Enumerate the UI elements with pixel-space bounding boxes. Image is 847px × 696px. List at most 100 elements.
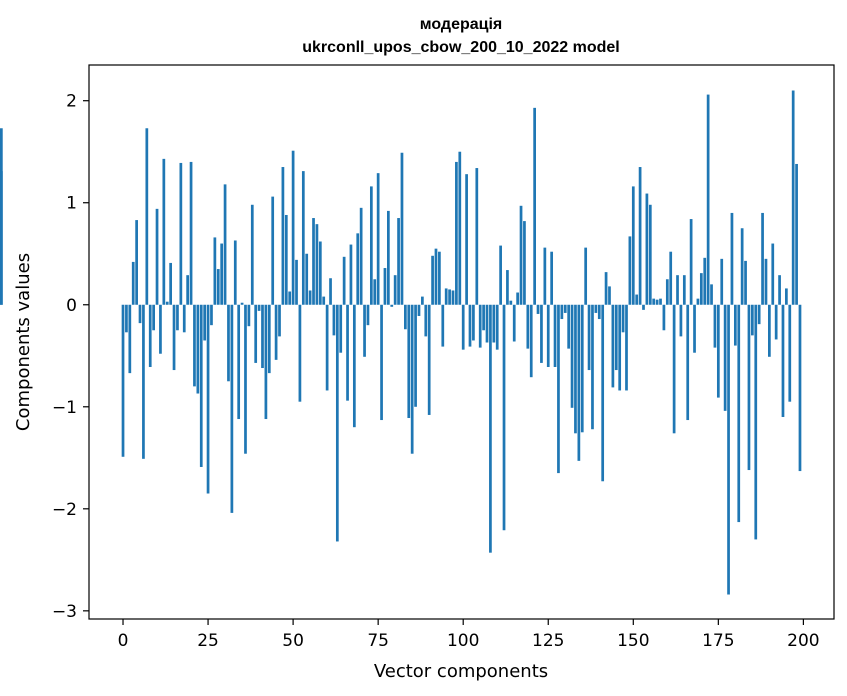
bar — [682, 275, 686, 305]
bar — [325, 304, 329, 391]
bar — [791, 90, 795, 305]
bar — [427, 304, 431, 415]
bar — [318, 241, 322, 305]
x-tick-label: 150 — [617, 631, 649, 651]
bar — [706, 94, 710, 305]
bar — [448, 289, 451, 305]
bar — [230, 304, 234, 513]
bar — [244, 304, 247, 454]
bar — [686, 304, 690, 421]
bar — [597, 304, 601, 320]
plot-frame — [88, 64, 835, 620]
bar — [315, 224, 319, 305]
bar — [536, 304, 540, 314]
bar — [135, 220, 138, 305]
bar-series — [0, 90, 802, 595]
bar — [356, 233, 360, 305]
bar — [648, 204, 652, 305]
bar — [458, 151, 462, 305]
bar — [359, 207, 363, 305]
bar — [662, 304, 666, 331]
bar — [346, 304, 349, 401]
x-tick-label: 25 — [197, 631, 219, 651]
bar — [397, 218, 400, 305]
bar — [526, 304, 530, 349]
bar — [414, 304, 417, 407]
bar — [267, 304, 271, 374]
bar — [485, 304, 489, 343]
y-tick-label: 1 — [66, 194, 77, 214]
bar — [723, 304, 727, 411]
bar — [189, 161, 193, 305]
bar — [502, 304, 506, 531]
bar — [349, 244, 353, 305]
bar — [199, 304, 203, 467]
bar — [121, 304, 125, 457]
bar — [264, 304, 268, 420]
bar — [322, 296, 326, 305]
bar — [740, 228, 744, 305]
bar — [757, 304, 761, 325]
bar — [798, 304, 802, 472]
chart-title-line-2: ukrconll_upos_cbow_200_10_2022 model — [302, 39, 619, 56]
bar — [764, 258, 768, 305]
bar — [795, 163, 798, 305]
bar — [278, 304, 281, 337]
bar — [625, 304, 628, 391]
bar — [560, 304, 564, 320]
bar — [142, 304, 145, 459]
bar — [665, 279, 669, 305]
bar — [557, 304, 560, 474]
bar — [240, 302, 244, 305]
y-tick-label: 0 — [66, 296, 77, 316]
bar — [203, 304, 207, 341]
bar — [781, 304, 785, 417]
bar — [778, 275, 781, 305]
bar — [131, 261, 135, 305]
bar — [390, 304, 394, 307]
bar — [220, 243, 224, 305]
bar — [580, 304, 584, 433]
bar — [642, 304, 645, 310]
bar — [223, 184, 227, 305]
bar — [529, 304, 533, 378]
bar — [176, 304, 179, 331]
bar — [152, 304, 155, 331]
bar — [652, 298, 656, 305]
bar — [0, 128, 3, 305]
bar — [186, 275, 190, 305]
bar — [128, 304, 132, 374]
bar — [247, 304, 251, 327]
bar — [274, 304, 278, 360]
bar — [699, 273, 703, 305]
y-tick-label: −3 — [52, 602, 77, 622]
bar — [628, 236, 632, 305]
bar — [489, 304, 492, 553]
bar — [461, 304, 465, 350]
bar — [750, 304, 754, 336]
bar — [404, 304, 407, 330]
bar — [182, 304, 186, 333]
bar — [339, 304, 343, 353]
bar — [125, 304, 128, 333]
bar — [710, 284, 713, 305]
x-tick-label: 175 — [702, 631, 734, 651]
bar — [727, 304, 730, 595]
bar — [155, 208, 159, 305]
bar — [550, 251, 554, 305]
bar — [451, 290, 455, 305]
bar — [216, 269, 220, 305]
bar — [301, 171, 305, 305]
bar — [424, 304, 428, 337]
bar — [172, 304, 176, 371]
x-tick-label: 125 — [532, 631, 564, 651]
x-tick-label: 100 — [447, 631, 479, 651]
bar — [271, 196, 275, 305]
bar — [553, 304, 557, 367]
bar — [679, 304, 683, 337]
bar — [594, 304, 598, 313]
bar — [543, 247, 547, 305]
bar — [312, 218, 315, 305]
bar — [676, 275, 679, 305]
